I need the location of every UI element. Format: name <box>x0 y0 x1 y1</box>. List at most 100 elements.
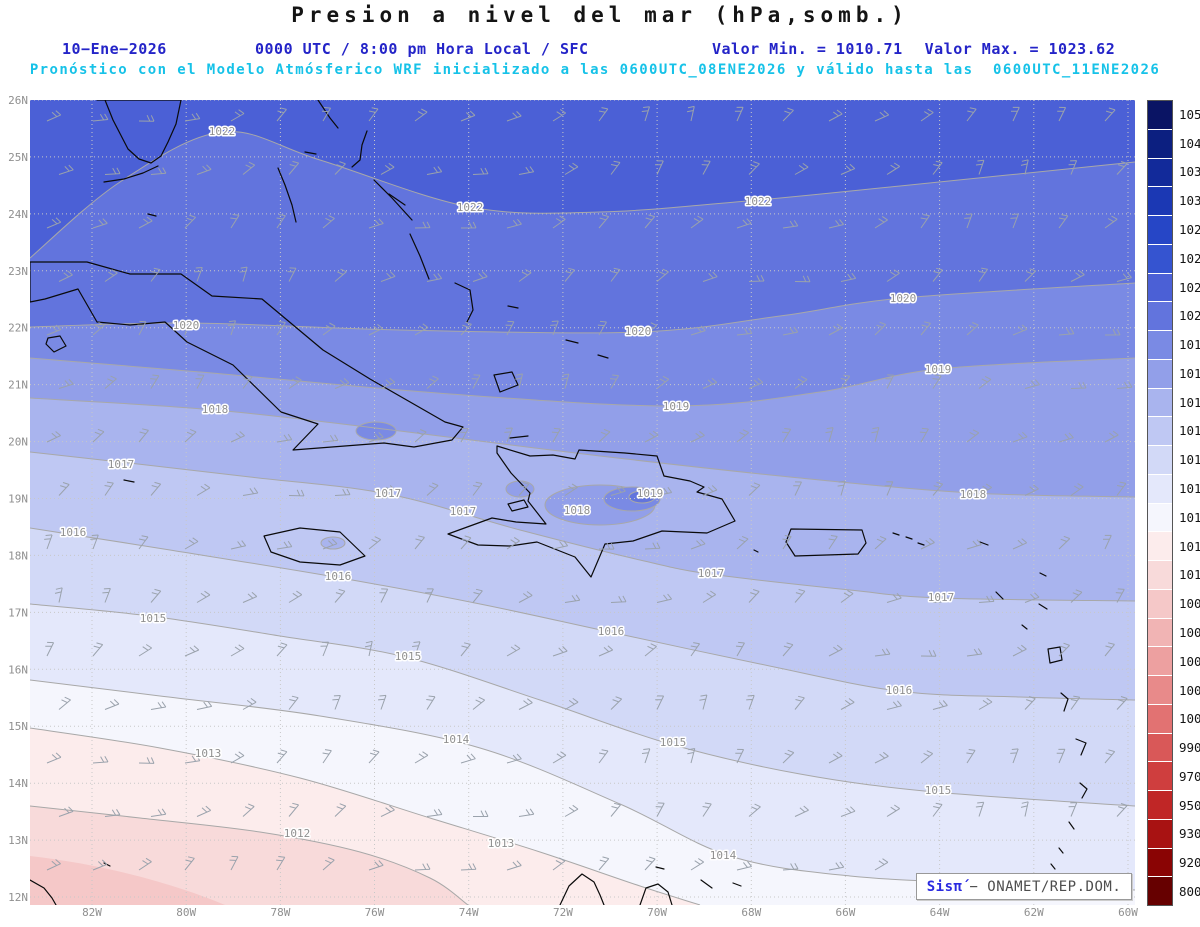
wind-barb <box>242 487 259 496</box>
wind-barb <box>1070 483 1084 496</box>
coastline-path <box>103 165 159 183</box>
isobar-label-1012: 1012 <box>284 827 311 840</box>
wind-barb <box>874 858 889 871</box>
wind-barb <box>506 753 522 764</box>
wind-barb <box>966 749 976 764</box>
wind-barb <box>736 535 749 550</box>
wind-barb <box>380 485 396 496</box>
wind-barb <box>746 694 755 710</box>
wind-barb <box>690 215 704 229</box>
wind-barb <box>379 588 389 603</box>
wind-barb <box>288 160 300 175</box>
wind-barb <box>598 107 609 122</box>
wind-barb <box>196 805 212 817</box>
wind-barb <box>518 269 532 282</box>
wind-barb <box>655 160 664 175</box>
isobar-label-1020: 1020 <box>890 292 917 305</box>
wind-barb <box>701 160 711 175</box>
wind-barb <box>104 481 114 496</box>
coastline-path <box>1079 782 1088 799</box>
wind-barb <box>504 427 513 443</box>
wind-barb <box>1056 748 1066 764</box>
isobar-label-1015: 1015 <box>395 650 422 663</box>
wind-barb <box>471 374 481 389</box>
wind-barb <box>561 373 570 389</box>
wind-barb <box>138 114 155 122</box>
wind-barb <box>1070 270 1085 282</box>
wind-barb <box>793 481 802 496</box>
wind-barb <box>138 535 149 550</box>
isobar-label-1016: 1016 <box>886 684 913 697</box>
wind-barb <box>334 268 347 282</box>
coastline-path <box>45 335 67 353</box>
isobar-1018 <box>30 397 1135 498</box>
colorbar-cell-1015 <box>1148 445 1172 474</box>
wind-barb <box>782 535 792 550</box>
pressure-blob-1020 <box>628 490 656 504</box>
pressure-blob-1018 <box>505 480 535 498</box>
wind-barb <box>1024 592 1040 603</box>
colorbar-cell-1035 <box>1148 157 1172 187</box>
colorbar-cell-1028 <box>1148 215 1172 244</box>
wind-barb <box>46 752 62 764</box>
coastline-path <box>493 371 519 393</box>
wind-barb <box>196 700 213 710</box>
page-title: Presion a nivel del mar (hPa,somb.) <box>291 3 909 27</box>
colorbar-cell-1018 <box>1148 358 1172 388</box>
wind-barb <box>137 320 147 336</box>
colorbar-cell-1019 <box>1148 330 1172 359</box>
wind-barb <box>748 803 761 817</box>
wind-barb <box>472 696 486 710</box>
wind-barb <box>828 535 838 550</box>
lat-tick-label: 22N <box>8 322 28 335</box>
isobar-1019 <box>30 357 1135 407</box>
lat-tick-label: 24N <box>8 208 28 221</box>
coastline-path <box>732 882 742 887</box>
wind-barb <box>690 858 704 871</box>
wind-barb <box>46 324 62 336</box>
wind-barb <box>368 432 384 443</box>
lon-tick-label: 82W <box>82 906 102 919</box>
wind-barb <box>460 753 476 764</box>
wind-barb <box>702 802 712 817</box>
colorbar-cell-1014 <box>1148 473 1172 503</box>
lat-tick-label: 21N <box>8 379 28 392</box>
wind-barb <box>641 748 651 764</box>
coastline-path <box>147 213 157 217</box>
wind-barb <box>92 756 109 764</box>
isobar-label-1013: 1013 <box>488 837 515 850</box>
wind-barb <box>552 857 566 871</box>
wind-barb <box>886 592 902 603</box>
wind-barb <box>1020 159 1029 175</box>
coastline-path <box>1047 646 1063 664</box>
wind-barb <box>518 481 530 496</box>
wind-barb <box>920 750 934 764</box>
wind-barb <box>564 162 579 175</box>
colorbar-cell-1040 <box>1148 128 1172 158</box>
wind-barb <box>230 644 245 657</box>
pressure-blob-1019 <box>355 421 397 441</box>
wind-barb <box>884 481 894 496</box>
colorbar-cell-1008 <box>1148 588 1172 618</box>
isobar-1016 <box>30 527 1135 701</box>
wind-barb <box>181 320 190 336</box>
coastline-path <box>409 233 430 280</box>
wind-barb <box>230 214 240 229</box>
wind-barb <box>610 485 626 496</box>
wind-barb <box>920 108 934 122</box>
coastline-path <box>639 883 673 905</box>
colorbar-label: 1028 <box>1179 222 1200 238</box>
wind-barb <box>1012 538 1028 550</box>
wind-barb <box>1104 107 1116 122</box>
isobar-label-1019: 1019 <box>637 487 664 500</box>
wind-barb <box>288 802 299 817</box>
lat-tick-label: 26N <box>8 94 28 107</box>
wind-barb <box>840 590 854 603</box>
wind-barb <box>551 427 561 443</box>
coastline-path <box>565 339 579 344</box>
wind-barb <box>1058 327 1075 336</box>
wind-barb <box>782 749 795 764</box>
coastline-path <box>700 879 713 889</box>
colorbar-label: 1035 <box>1179 164 1200 180</box>
wind-barb <box>426 482 439 496</box>
